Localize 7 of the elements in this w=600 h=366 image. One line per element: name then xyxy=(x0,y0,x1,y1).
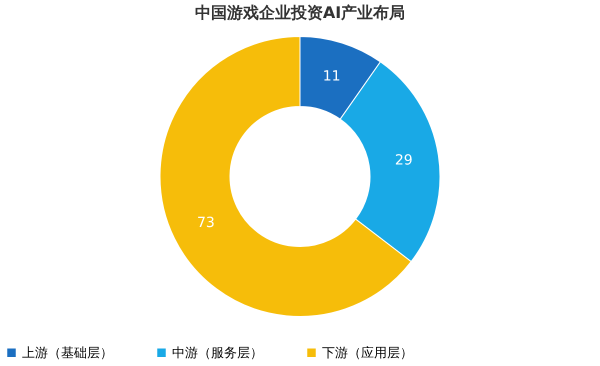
chart-title: 中国游戏企业投资AI产业布局 xyxy=(194,3,406,22)
data-label: 11 xyxy=(322,68,341,84)
legend-label: 中游（服务层） xyxy=(172,346,263,361)
legend-label: 下游（应用层） xyxy=(322,344,413,361)
legend-label: 上游（基础层） xyxy=(22,346,113,361)
data-label: 73 xyxy=(196,214,215,231)
data-label: 29 xyxy=(394,152,413,169)
